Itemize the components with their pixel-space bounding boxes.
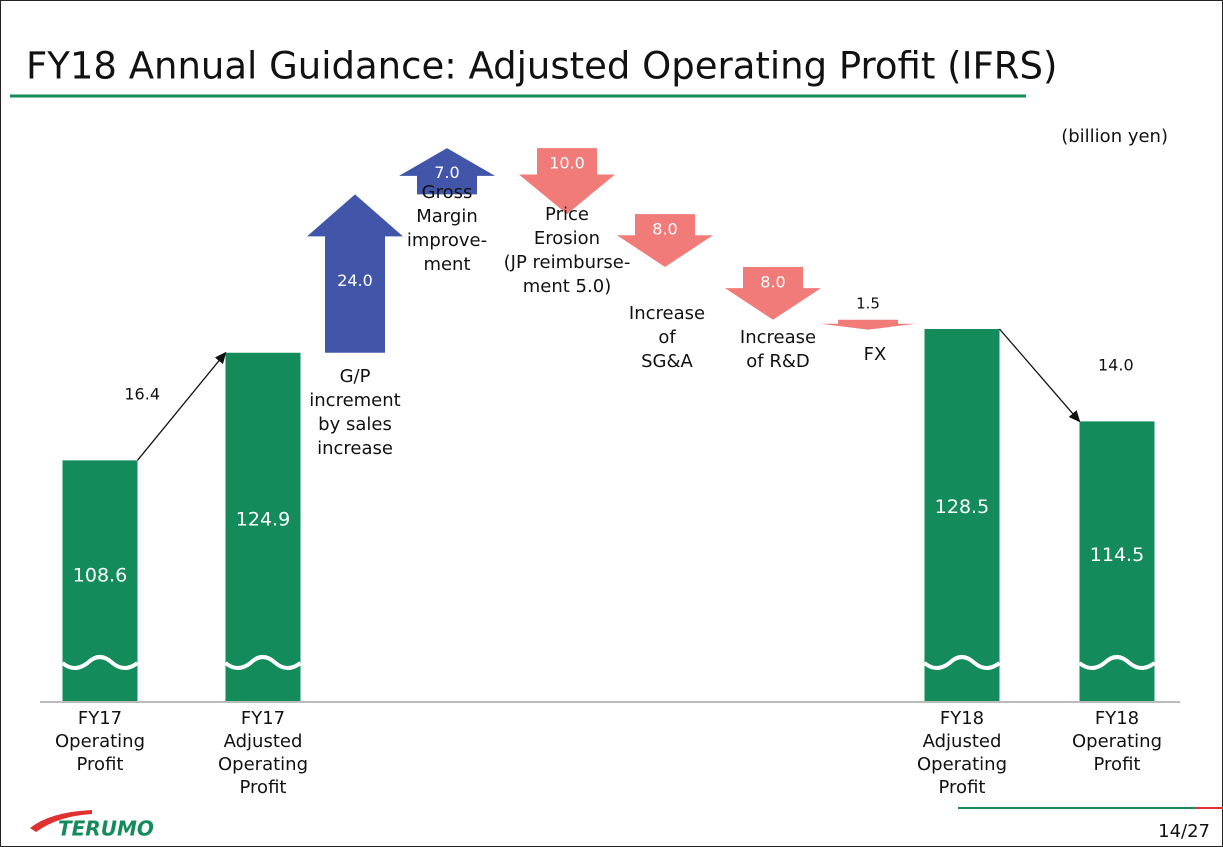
category-label: FY17 [78,708,122,729]
bar [1079,421,1155,701]
step-label: G/P [340,366,371,387]
category-label: Adjusted [224,731,303,752]
axis-break [1078,655,1156,670]
step-value-label: 8.0 [652,220,677,239]
step-label: increase [317,438,393,459]
step-value-label: 24.0 [337,271,373,290]
step-arrow [519,148,615,215]
unit-label: (billion yen) [1061,126,1168,147]
category-label: Profit [240,777,287,798]
step-label: of R&D [746,351,809,372]
step-value-label: 10.0 [549,154,585,173]
step-label: Increase [629,303,705,324]
category-label: Operating [218,754,308,775]
category-label: Adjusted [923,731,1002,752]
step-value-label: 1.5 [856,294,880,312]
step-label: improve- [407,230,487,251]
axis-break [923,655,1001,670]
step-label: by sales [318,414,392,435]
axis-break [61,655,139,670]
connector [999,328,1081,423]
step-label: SG&A [641,351,693,372]
category-label: Profit [939,777,986,798]
step-arrow [307,194,403,353]
step-label: ment [423,254,470,275]
step-arrow [399,148,495,195]
step-label: Erosion [534,228,600,249]
step-label: Increase [740,327,816,348]
bar-value-label: 108.6 [73,564,127,586]
step-value-label: 7.0 [434,163,459,182]
logo: TERUMO [58,817,154,841]
axis-break [224,655,302,670]
category-label: Operating [55,731,145,752]
bar-value-label: 124.9 [236,508,290,530]
connector [136,351,227,461]
category-label: Operating [917,754,1007,775]
bar-value-label: 114.5 [1090,544,1144,566]
step-value-label: 8.0 [760,272,785,291]
bar [924,329,1000,701]
category-label: Operating [1072,731,1162,752]
step-arrow [820,319,916,330]
step-arrow [725,266,821,320]
step-label: increment [309,390,400,411]
step-label: ment 5.0) [523,276,611,297]
step-label: FX [864,344,887,365]
step-label: of [658,327,676,348]
logo-swoosh [30,810,92,832]
step-label: (JP reimburse- [504,252,631,273]
page-number: 14/27 [1158,821,1210,842]
bar [225,352,301,701]
connector-label: 16.4 [124,385,160,404]
category-label: Profit [1094,754,1141,775]
step-label: Gross [422,182,473,203]
category-label: FY18 [1095,708,1139,729]
category-label: FY17 [241,708,285,729]
connector-label: 14.0 [1098,356,1134,375]
category-label: Profit [77,754,124,775]
bar-value-label: 128.5 [935,496,989,518]
step-label: Price [545,204,589,225]
step-arrow [617,214,713,267]
slide-title: FY18 Annual Guidance: Adjusted Operating… [26,45,1057,88]
step-label: Margin [416,206,477,227]
category-label: FY18 [940,708,984,729]
bar [62,460,138,701]
